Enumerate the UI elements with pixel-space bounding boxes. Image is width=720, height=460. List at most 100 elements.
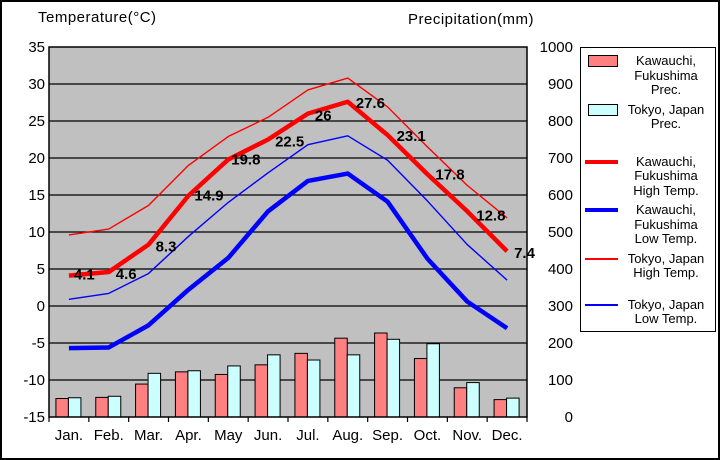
legend-swatch-col	[581, 155, 623, 164]
point-label: 4.6	[116, 266, 137, 283]
temp-tick-label: -5	[32, 335, 45, 352]
tokyo-prec-bar	[267, 354, 281, 418]
tokyo-prec-bar	[386, 338, 401, 418]
precip-tick-label: 200	[548, 335, 573, 352]
temp-tick-label: 20	[28, 150, 45, 167]
kawauchi-high-line	[68, 99, 509, 278]
temp-tick-label: -10	[23, 372, 45, 389]
legend-label-tokyo-low: Tokyo, Japan Low Temp.	[623, 296, 715, 327]
point-label: 22.5	[275, 134, 304, 151]
plot-frame	[48, 46, 528, 418]
temp-tick-label: 25	[28, 113, 45, 130]
legend-label-line: Kawauchi,	[636, 153, 696, 169]
legend-label-kawauchi-prec: Kawauchi, Fukushima Prec.	[623, 53, 715, 98]
legend-swatch-col	[581, 298, 623, 306]
kawauchi-prec-bar	[254, 364, 269, 418]
legend-label-tokyo-prec: Tokyo, Japan Prec.	[623, 101, 715, 132]
temp-tick-label: 0	[37, 298, 45, 315]
tokyo-high-swatch	[585, 257, 618, 260]
kawauchi-prec-swatch	[588, 55, 618, 67]
legend-label-kawauchi-low: Kawauchi, Fukushima Low Temp.	[623, 202, 715, 247]
month-label: Jul.	[296, 427, 319, 444]
legend-label-line: Low Temp.	[634, 231, 698, 246]
point-label: 14.9	[194, 188, 223, 205]
precip-tick-label: 100	[548, 372, 573, 389]
kawauchi-prec-bar	[493, 399, 508, 418]
precip-tick-label: 500	[548, 224, 573, 241]
kawauchi-prec-bar	[214, 373, 229, 418]
legend-label-line: Kawauchi,	[636, 202, 696, 217]
tokyo-prec-bar	[466, 382, 480, 418]
point-label: 17.8	[435, 166, 464, 183]
kawauchi-low-line	[68, 171, 509, 351]
month-label: Feb.	[94, 427, 124, 444]
point-label: 7.4	[514, 245, 536, 262]
kawauchi-prec-bar	[294, 352, 308, 418]
temp-axis-title: Temperature(°C)	[38, 9, 157, 26]
legend-item-tokyo-prec: Tokyo, Japan Prec.	[581, 101, 715, 132]
legend-label-line: Prec.	[650, 82, 682, 97]
precip-tick-label: 400	[548, 261, 573, 278]
month-label: Jun.	[254, 427, 282, 444]
legend-label-line: Tokyo, Japan	[627, 101, 705, 117]
kawauchi-prec-bar	[453, 387, 468, 418]
tokyo-prec-bar	[306, 359, 321, 418]
tokyo-prec-bar	[67, 397, 82, 418]
precip-axis-title: Precipitation(mm)	[408, 11, 535, 28]
legend-swatch-col	[581, 103, 623, 116]
legend-label-line: Tokyo, Japan	[627, 250, 705, 266]
point-label: 23.1	[397, 128, 426, 145]
temp-tick-label: -15	[23, 409, 45, 426]
tokyo-high-line	[68, 77, 508, 236]
legend-label-line: Kawauchi,	[636, 53, 696, 68]
legend-label-line: Tokyo, Japan	[627, 296, 705, 312]
kawauchi-high-swatch	[585, 159, 618, 164]
month-label: Apr.	[175, 427, 202, 444]
legend-swatch-col	[581, 252, 623, 260]
point-label: 4.1	[74, 267, 95, 284]
kawauchi-prec-bar	[55, 398, 69, 418]
legend-label-line: High Temp.	[633, 182, 699, 198]
precip-tick-label: 0	[565, 409, 573, 426]
temp-tick-label: 35	[28, 39, 45, 56]
tokyo-low-line	[68, 135, 508, 301]
kawauchi-prec-bar	[135, 383, 149, 418]
precip-tick-label: 600	[548, 187, 573, 204]
month-label: Aug.	[332, 427, 363, 444]
legend-label-line: Low Temp.	[634, 311, 698, 326]
temp-tick-label: 10	[28, 224, 45, 241]
legend-item-tokyo-low: Tokyo, Japan Low Temp.	[581, 296, 715, 327]
temp-tick-label: 5	[37, 261, 45, 278]
tokyo-prec-bar	[506, 397, 520, 418]
legend-label-tokyo-high: Tokyo, Japan High Temp.	[623, 250, 715, 281]
temp-tick-label: 15	[28, 187, 45, 204]
tokyo-low-swatch	[585, 303, 618, 306]
legend-item-tokyo-high: Tokyo, Japan High Temp.	[581, 250, 715, 281]
tokyo-prec-swatch	[588, 103, 618, 116]
legend-item-kawauchi-prec: Kawauchi, Fukushima Prec.	[581, 53, 715, 98]
month-label: Jan.	[55, 427, 83, 444]
kawauchi-prec-bar	[174, 371, 189, 418]
point-label: 19.8	[231, 151, 260, 168]
precip-tick-label: 300	[548, 298, 573, 315]
tokyo-prec-bar	[227, 365, 241, 418]
tokyo-prec-bar	[187, 370, 201, 418]
month-label: Mar.	[134, 427, 163, 444]
month-label: Dec.	[492, 427, 523, 444]
tokyo-prec-bar	[107, 395, 122, 418]
legend-item-kawauchi-low: Kawauchi, Fukushima Low Temp.	[581, 202, 715, 247]
precip-tick-label: 800	[548, 113, 573, 130]
tokyo-prec-bar	[426, 343, 440, 418]
legend-label-line: Prec.	[650, 116, 682, 131]
kawauchi-prec-bar	[334, 337, 348, 418]
precip-tick-label: 700	[548, 150, 573, 167]
tokyo-prec-bar	[147, 372, 162, 418]
legend-label-kawauchi-high: Kawauchi, Fukushima High Temp.	[623, 153, 715, 199]
month-label: Oct.	[414, 427, 442, 444]
kawauchi-prec-bar	[374, 332, 388, 418]
kawauchi-prec-bar	[413, 358, 428, 418]
month-label: Nov.	[452, 427, 482, 444]
point-label: 26	[315, 108, 332, 125]
